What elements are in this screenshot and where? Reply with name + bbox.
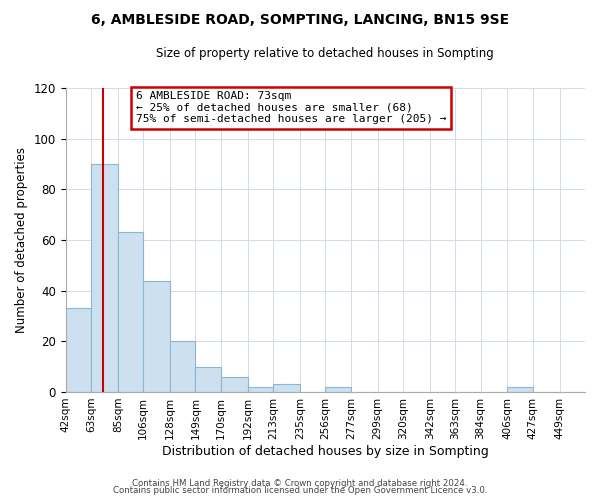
Bar [248, 387, 273, 392]
Bar [91, 164, 118, 392]
Bar [508, 387, 533, 392]
Text: Contains HM Land Registry data © Crown copyright and database right 2024.: Contains HM Land Registry data © Crown c… [132, 478, 468, 488]
Bar [196, 366, 221, 392]
Bar [118, 232, 143, 392]
Bar [221, 377, 248, 392]
Text: 6 AMBLESIDE ROAD: 73sqm
← 25% of detached houses are smaller (68)
75% of semi-de: 6 AMBLESIDE ROAD: 73sqm ← 25% of detache… [136, 91, 446, 124]
Bar [273, 384, 300, 392]
X-axis label: Distribution of detached houses by size in Sompting: Distribution of detached houses by size … [162, 444, 489, 458]
Title: Size of property relative to detached houses in Sompting: Size of property relative to detached ho… [157, 48, 494, 60]
Text: 6, AMBLESIDE ROAD, SOMPTING, LANCING, BN15 9SE: 6, AMBLESIDE ROAD, SOMPTING, LANCING, BN… [91, 12, 509, 26]
Y-axis label: Number of detached properties: Number of detached properties [15, 147, 28, 333]
Bar [143, 280, 170, 392]
Bar [65, 308, 91, 392]
Text: Contains public sector information licensed under the Open Government Licence v3: Contains public sector information licen… [113, 486, 487, 495]
Bar [170, 342, 196, 392]
Bar [325, 387, 351, 392]
